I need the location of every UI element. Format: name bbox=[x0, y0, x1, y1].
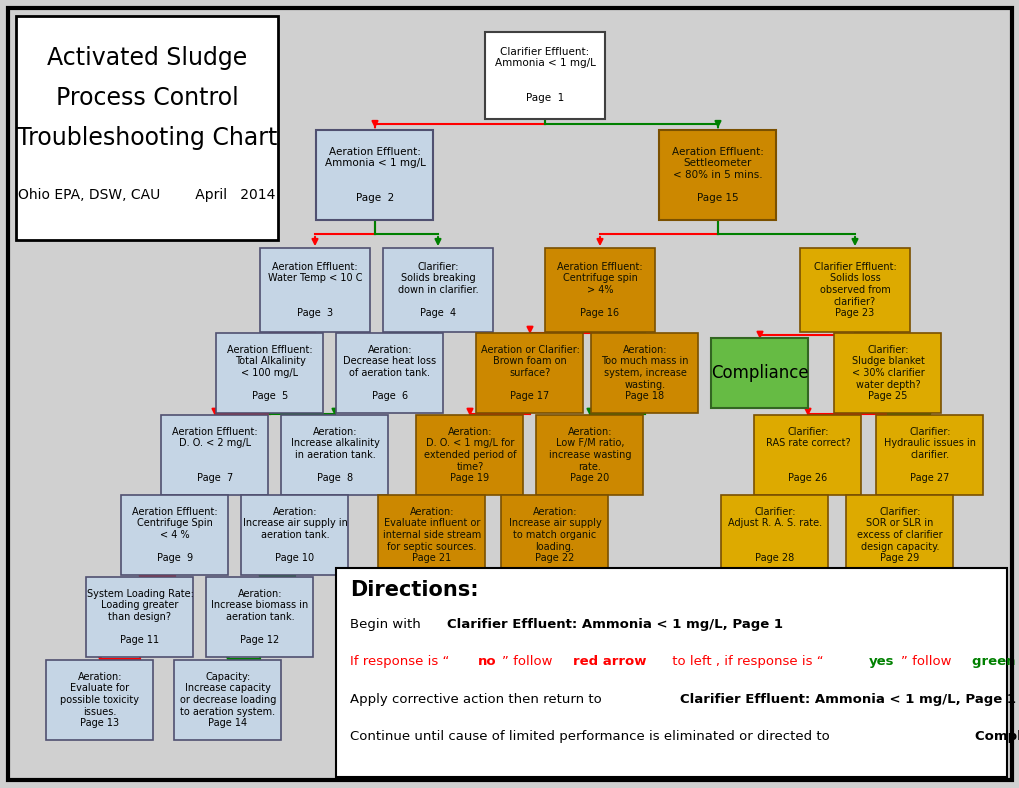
Text: Aeration:
Evaluate influent or
internal side stream
for septic sources.
Page 21: Aeration: Evaluate influent or internal … bbox=[382, 507, 481, 563]
FancyBboxPatch shape bbox=[382, 248, 492, 332]
FancyBboxPatch shape bbox=[378, 495, 485, 575]
Text: Clarifier Effluent: Ammonia < 1 mg/L, Page 1: Clarifier Effluent: Ammonia < 1 mg/L, Pa… bbox=[680, 693, 1015, 706]
Text: Apply corrective action then return to: Apply corrective action then return to bbox=[350, 693, 605, 706]
Text: Aeration Effluent:
Centrifuge Spin
< 4 %

Page  9: Aeration Effluent: Centrifuge Spin < 4 %… bbox=[132, 507, 218, 563]
FancyBboxPatch shape bbox=[544, 248, 654, 332]
FancyBboxPatch shape bbox=[47, 660, 153, 740]
Text: Process Control: Process Control bbox=[56, 86, 238, 110]
Text: yes: yes bbox=[868, 655, 894, 668]
Text: Compliance, Page 24: Compliance, Page 24 bbox=[973, 730, 1019, 743]
FancyBboxPatch shape bbox=[711, 338, 808, 408]
Text: ” follow: ” follow bbox=[901, 655, 955, 668]
FancyBboxPatch shape bbox=[799, 248, 909, 332]
Text: Directions:: Directions: bbox=[350, 580, 478, 600]
FancyBboxPatch shape bbox=[416, 415, 523, 495]
Text: Aeration:
Low F/M ratio,
increase wasting
rate.
Page 20: Aeration: Low F/M ratio, increase wastin… bbox=[548, 427, 631, 483]
FancyBboxPatch shape bbox=[316, 130, 433, 220]
FancyBboxPatch shape bbox=[476, 333, 583, 413]
Text: ” follow: ” follow bbox=[501, 655, 556, 668]
Text: Clarifier Effluent: Ammonia < 1 mg/L, Page 1: Clarifier Effluent: Ammonia < 1 mg/L, Pa… bbox=[446, 618, 782, 631]
Text: If response is “: If response is “ bbox=[350, 655, 449, 668]
Text: Clarifier:
Hydraulic issues in
clarifier.

Page 27: Clarifier: Hydraulic issues in clarifier… bbox=[883, 427, 975, 483]
Text: Aeration:
Increase alkalinity
in aeration tank.

Page  8: Aeration: Increase alkalinity in aeratio… bbox=[290, 427, 379, 483]
Text: Clarifier:
RAS rate correct?


Page 26: Clarifier: RAS rate correct? Page 26 bbox=[765, 427, 850, 483]
Text: Ohio EPA, DSW, CAU        April   2014: Ohio EPA, DSW, CAU April 2014 bbox=[18, 188, 275, 202]
Text: Aeration:
Increase air supply in
aeration tank.

Page 10: Aeration: Increase air supply in aeratio… bbox=[243, 507, 347, 563]
FancyBboxPatch shape bbox=[216, 333, 323, 413]
Text: Clarifier Effluent:
Ammonia < 1 mg/L


Page  1: Clarifier Effluent: Ammonia < 1 mg/L Pag… bbox=[494, 46, 595, 103]
FancyBboxPatch shape bbox=[720, 495, 827, 575]
FancyBboxPatch shape bbox=[281, 415, 388, 495]
FancyBboxPatch shape bbox=[754, 415, 861, 495]
FancyBboxPatch shape bbox=[121, 495, 228, 575]
Text: Clarifier:
Adjust R. A. S. rate.


Page 28: Clarifier: Adjust R. A. S. rate. Page 28 bbox=[728, 507, 821, 563]
FancyBboxPatch shape bbox=[484, 32, 604, 118]
Text: Aeration:
Too much mass in
system, increase
wasting.
Page 18: Aeration: Too much mass in system, incre… bbox=[600, 345, 688, 401]
FancyBboxPatch shape bbox=[174, 660, 281, 740]
Text: Aeration:
Increase biomass in
aeration tank.

Page 12: Aeration: Increase biomass in aeration t… bbox=[211, 589, 309, 645]
FancyBboxPatch shape bbox=[659, 130, 775, 220]
FancyBboxPatch shape bbox=[536, 415, 643, 495]
FancyBboxPatch shape bbox=[161, 415, 268, 495]
FancyBboxPatch shape bbox=[242, 495, 348, 575]
Text: Aeration or Clarifier:
Brown foam on
surface?

Page 17: Aeration or Clarifier: Brown foam on sur… bbox=[480, 345, 579, 401]
FancyBboxPatch shape bbox=[335, 568, 1006, 777]
Text: Continue until cause of limited performance is eliminated or directed to: Continue until cause of limited performa… bbox=[350, 730, 834, 743]
FancyBboxPatch shape bbox=[206, 577, 313, 657]
FancyBboxPatch shape bbox=[336, 333, 443, 413]
FancyBboxPatch shape bbox=[16, 16, 278, 240]
Text: Compliance: Compliance bbox=[710, 364, 808, 382]
Text: Aeration:
D. O. < 1 mg/L for
extended period of
time?
Page 19: Aeration: D. O. < 1 mg/L for extended pe… bbox=[423, 427, 516, 483]
FancyBboxPatch shape bbox=[87, 577, 194, 657]
Text: no: no bbox=[478, 655, 496, 668]
Text: Aeration:
Decrease heat loss
of aeration tank.

Page  6: Aeration: Decrease heat loss of aeration… bbox=[343, 345, 436, 401]
Text: Troubleshooting Chart: Troubleshooting Chart bbox=[16, 126, 277, 150]
Text: Clarifier Effluent:
Solids loss
observed from
clarifier?
Page 23: Clarifier Effluent: Solids loss observed… bbox=[813, 262, 896, 318]
Text: Aeration Effluent:
D. O. < 2 mg/L


Page  7: Aeration Effluent: D. O. < 2 mg/L Page 7 bbox=[172, 427, 258, 483]
FancyBboxPatch shape bbox=[260, 248, 370, 332]
Text: red arrow: red arrow bbox=[573, 655, 646, 668]
FancyBboxPatch shape bbox=[834, 333, 941, 413]
FancyBboxPatch shape bbox=[846, 495, 953, 575]
Text: Aeration Effluent:
Water Temp < 10 C


Page  3: Aeration Effluent: Water Temp < 10 C Pag… bbox=[267, 262, 362, 318]
Text: Aeration Effluent:
Ammonia < 1 mg/L


Page  2: Aeration Effluent: Ammonia < 1 mg/L Page… bbox=[324, 147, 425, 203]
Text: Activated Sludge: Activated Sludge bbox=[47, 46, 247, 70]
Text: Clarifier:
Sludge blanket
< 30% clarifier
water depth?
Page 25: Clarifier: Sludge blanket < 30% clarifie… bbox=[851, 345, 923, 401]
Text: Aeration Effluent:
Centrifuge spin
> 4%

Page 16: Aeration Effluent: Centrifuge spin > 4% … bbox=[556, 262, 642, 318]
Text: Aeration:
Evaluate for
possible toxicity
issues.
Page 13: Aeration: Evaluate for possible toxicity… bbox=[60, 672, 140, 728]
Text: Aeration Effluent:
Settleometer
< 80% in 5 mins.

Page 15: Aeration Effluent: Settleometer < 80% in… bbox=[672, 147, 763, 203]
Text: Begin with: Begin with bbox=[350, 618, 425, 631]
FancyBboxPatch shape bbox=[875, 415, 982, 495]
Text: Clarifier:
SOR or SLR in
excess of clarifier
design capacity.
Page 29: Clarifier: SOR or SLR in excess of clari… bbox=[856, 507, 942, 563]
Text: Capacity:
Increase capacity
or decrease loading
to aeration system.
Page 14: Capacity: Increase capacity or decrease … bbox=[179, 672, 276, 728]
Text: Aeration Effluent:
Total Alkalinity
< 100 mg/L

Page  5: Aeration Effluent: Total Alkalinity < 10… bbox=[227, 345, 313, 401]
FancyBboxPatch shape bbox=[591, 333, 698, 413]
Text: Clarifier:
Solids breaking
down in clarifier.

Page  4: Clarifier: Solids breaking down in clari… bbox=[397, 262, 478, 318]
Text: green arrow: green arrow bbox=[971, 655, 1019, 668]
FancyBboxPatch shape bbox=[501, 495, 608, 575]
Text: Aeration:
Increase air supply
to match organic
loading.
Page 22: Aeration: Increase air supply to match o… bbox=[508, 507, 601, 563]
Text: System Loading Rate:
Loading greater
than design?

Page 11: System Loading Rate: Loading greater tha… bbox=[87, 589, 194, 645]
Text: to left , if response is “: to left , if response is “ bbox=[667, 655, 822, 668]
